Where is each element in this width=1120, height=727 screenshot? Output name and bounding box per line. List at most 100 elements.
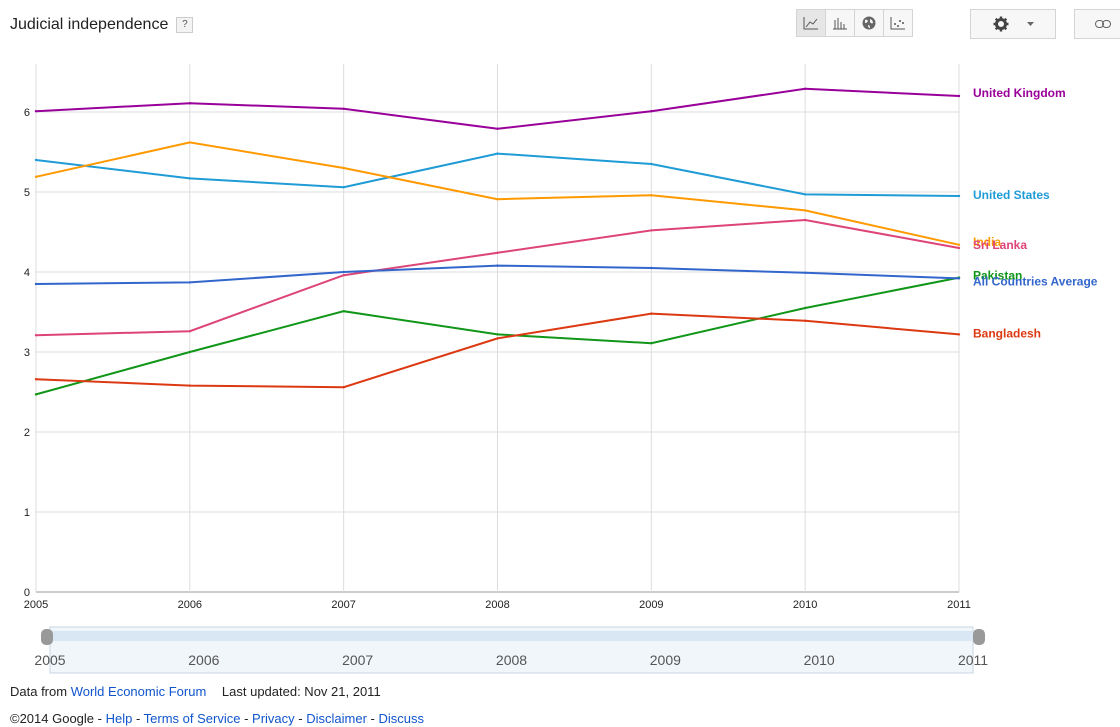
footer-links: ©2014 Google - Help - Terms of Service -… xyxy=(10,711,424,726)
series-label: Sri Lanka xyxy=(973,238,1027,252)
scatter-chart-icon xyxy=(890,17,905,30)
series-point xyxy=(188,281,192,284)
series-label: Pakistan xyxy=(973,269,1022,283)
line-chart-icon xyxy=(803,17,818,30)
timeline-year-label: 2011 xyxy=(958,652,988,668)
series-point xyxy=(803,306,807,310)
discuss-link[interactable]: Discuss xyxy=(378,711,424,726)
series-point xyxy=(188,141,192,144)
link-button[interactable] xyxy=(1074,9,1120,39)
bar-chart-icon xyxy=(833,18,847,30)
series-point xyxy=(650,312,653,315)
timeline-slider: 2005 2006 2007 2008 2009 2010 2011 xyxy=(34,626,988,674)
y-tick-label: 4 xyxy=(24,267,30,279)
series-point xyxy=(650,229,653,232)
globe-map-icon xyxy=(862,16,876,30)
series-label: United Kingdom xyxy=(973,86,1066,100)
series-label: United States xyxy=(973,188,1050,202)
series-point xyxy=(803,87,807,90)
series-point xyxy=(342,310,345,313)
series-point xyxy=(957,194,961,198)
y-tick-label: 3 xyxy=(24,347,30,359)
x-tick-label: 2011 xyxy=(947,599,971,611)
view-toggle-group xyxy=(796,9,913,37)
chart-grid xyxy=(35,64,960,593)
last-updated-label: Last updated: Nov 21, 2011 xyxy=(221,684,381,699)
series-point xyxy=(34,393,38,396)
series-point xyxy=(496,264,499,267)
series-point xyxy=(650,266,653,270)
series-point xyxy=(496,152,499,155)
bar-chart-view-button[interactable] xyxy=(825,9,855,37)
series-point xyxy=(957,277,961,280)
timeline-range xyxy=(50,631,973,641)
help-link[interactable]: Help xyxy=(105,711,133,726)
chart-title-text: Judicial independence xyxy=(10,16,169,33)
series-point xyxy=(496,333,499,336)
series-point xyxy=(957,94,961,98)
timeline-year-label: 2008 xyxy=(496,652,527,668)
series-point xyxy=(650,194,653,197)
timeline-start-handle[interactable] xyxy=(41,629,53,645)
series-point xyxy=(188,177,192,180)
footer-source: Data from World Economic Forum Last upda… xyxy=(10,684,381,699)
source-link[interactable]: World Economic Forum xyxy=(70,684,207,699)
series-point xyxy=(342,386,345,389)
series-point xyxy=(342,186,345,189)
series-point xyxy=(803,319,807,322)
x-tick-label: 2010 xyxy=(793,599,817,611)
series-point xyxy=(34,282,38,286)
series-point xyxy=(803,193,807,196)
copyright-label: ©2014 Google xyxy=(10,711,95,726)
gear-icon xyxy=(993,16,1008,32)
series-point xyxy=(803,209,807,212)
series-point xyxy=(34,158,38,162)
series-point xyxy=(650,162,653,166)
settings-button[interactable] xyxy=(970,9,1056,39)
x-tick-label: 2009 xyxy=(639,599,663,611)
help-button[interactable]: ? xyxy=(176,16,194,33)
terms-link[interactable]: Terms of Service xyxy=(143,711,241,726)
disclaimer-link[interactable]: Disclaimer xyxy=(306,711,367,726)
timeline-end-handle[interactable] xyxy=(973,629,985,645)
series-point xyxy=(188,330,192,333)
series-point xyxy=(34,110,38,113)
data-from-label: Data from xyxy=(10,684,68,699)
x-tick-label: 2006 xyxy=(178,599,202,611)
timeline-year-label: 2005 xyxy=(34,652,65,668)
map-view-button[interactable] xyxy=(854,9,884,37)
series-point xyxy=(188,102,192,105)
timeline-year-label: 2009 xyxy=(650,652,681,668)
series-point xyxy=(496,337,499,340)
series-label: India xyxy=(973,235,1001,249)
line-chart-view-button[interactable] xyxy=(796,9,826,37)
series-point xyxy=(34,175,38,178)
series-point xyxy=(496,198,499,201)
series-point xyxy=(803,218,807,222)
series-point xyxy=(957,333,961,336)
series-point xyxy=(650,110,653,113)
series-point xyxy=(34,378,38,381)
series-point xyxy=(803,271,807,274)
y-tick-label: 2 xyxy=(24,427,30,439)
y-tick-label: 5 xyxy=(24,187,30,199)
chart-title: Judicial independence? xyxy=(10,16,194,34)
series-point xyxy=(496,251,499,254)
y-tick-label: 1 xyxy=(24,507,30,519)
series-point xyxy=(342,166,345,170)
y-tick-label: 0 xyxy=(24,587,30,599)
scatter-chart-view-button[interactable] xyxy=(883,9,913,37)
series-label: All Countries Average xyxy=(973,274,1098,288)
series-point xyxy=(34,334,38,337)
chart-lines xyxy=(34,87,961,396)
series-point xyxy=(342,270,345,274)
x-tick-label: 2007 xyxy=(331,599,355,611)
x-tick-label: 2008 xyxy=(485,599,509,611)
privacy-link[interactable]: Privacy xyxy=(252,711,295,726)
series-point xyxy=(342,107,345,110)
series-point xyxy=(188,384,192,387)
chart-tick-labels: 0 1 2 3 4 5 6 2005 2006 2007 2008 2009 2010 2011 xyxy=(24,107,971,611)
series-point xyxy=(957,246,961,250)
